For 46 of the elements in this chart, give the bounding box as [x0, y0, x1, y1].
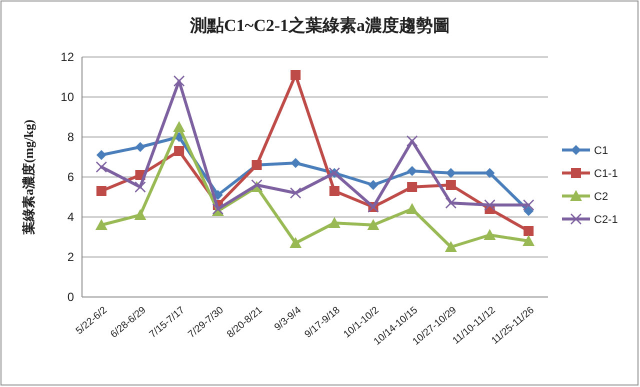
point — [407, 166, 418, 176]
point — [96, 186, 106, 196]
point — [524, 206, 534, 216]
point — [329, 186, 340, 196]
y-tick-label: 8 — [67, 130, 74, 144]
legend-label: C1-1 — [594, 168, 618, 180]
y-axis-title: 葉綠素a濃度(mg/kg) — [21, 120, 36, 236]
point — [134, 181, 146, 193]
legend-label: C2-1 — [594, 214, 618, 226]
point — [407, 182, 418, 192]
point — [96, 161, 108, 173]
point — [406, 135, 418, 147]
point — [522, 199, 534, 211]
point — [328, 217, 340, 228]
y-tick-label: 12 — [60, 50, 74, 64]
point — [135, 142, 146, 152]
point — [290, 187, 302, 199]
point — [290, 158, 301, 168]
point — [174, 146, 184, 156]
legend-label: C2 — [594, 191, 608, 203]
point — [134, 209, 146, 220]
y-tick-label: 6 — [67, 170, 74, 184]
point — [484, 229, 496, 240]
y-tick-label: 2 — [67, 250, 74, 264]
point — [173, 75, 185, 87]
point — [446, 168, 456, 178]
point — [367, 219, 380, 230]
point — [484, 168, 495, 178]
point — [96, 150, 106, 160]
point — [444, 241, 457, 252]
point — [524, 226, 534, 236]
point — [368, 180, 378, 190]
y-tick-label: 10 — [60, 90, 74, 104]
point — [173, 121, 186, 132]
point — [445, 197, 457, 209]
y-tick-label: 4 — [67, 210, 74, 224]
point — [484, 199, 496, 211]
point — [446, 180, 456, 190]
legend-label: C1 — [594, 145, 608, 157]
point — [95, 219, 108, 230]
point — [406, 203, 418, 214]
point — [522, 235, 535, 246]
point — [290, 237, 302, 248]
y-tick-label: 0 — [67, 290, 74, 304]
chart-title: 測點C1~C2-1之葉綠素a濃度趨勢圖 — [188, 16, 450, 35]
point — [290, 70, 301, 80]
